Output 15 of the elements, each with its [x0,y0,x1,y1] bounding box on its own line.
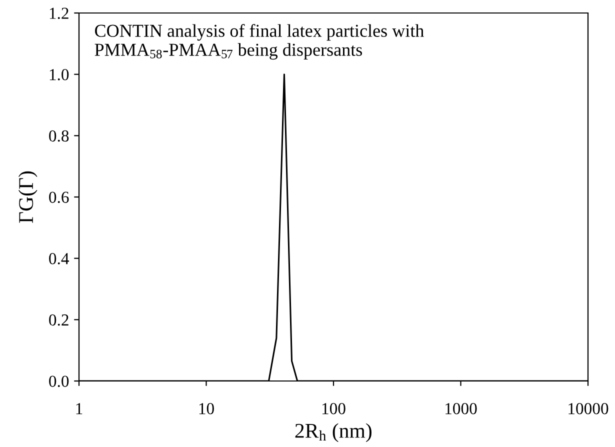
annotation: CONTIN analysis of final latex particles with PMMA$_{58}$-PMAA$_{57}$ being dispersants [94,24,424,60]
y-tick-label: 0.6 [49,192,69,204]
y-tick-label: 1.0 [50,69,69,80]
x-tick-label: 100 [322,403,346,414]
y-tick-label: 0.2 [49,314,68,326]
y-tick-label: 0.0 [49,376,69,388]
y-axis-title: ΓG(Γ) [18,171,38,223]
x-axis-title: 2R$_{h}$ (nm) [295,423,372,442]
x-tick-label: 1000 [446,403,477,414]
y-tick-label: 1.2 [50,8,68,20]
y-tick-label: 0.4 [49,253,70,264]
y-tick-label: 0.8 [49,130,69,142]
x-tick-label: 10 [199,403,214,414]
x-tick-label: 10000 [568,403,608,414]
x-tick-label: 1 [76,403,82,414]
